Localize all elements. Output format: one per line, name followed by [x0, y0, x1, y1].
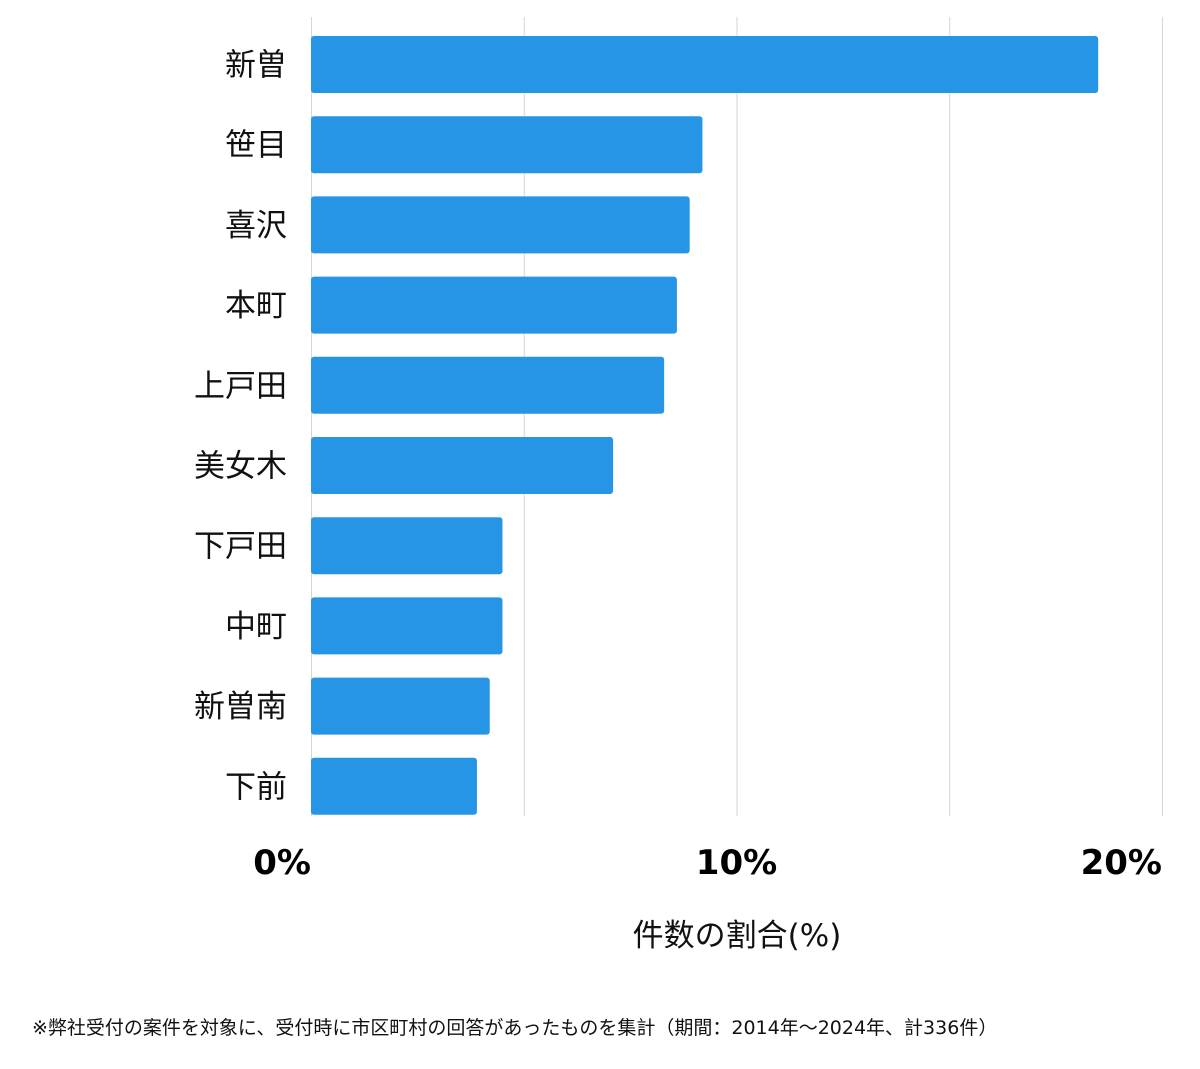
bar [311, 196, 690, 254]
bar [311, 597, 503, 655]
category-label: 上戸田 [194, 368, 287, 404]
bar [311, 517, 503, 575]
bar [311, 116, 703, 174]
bar [311, 36, 1099, 93]
footnote: ※弊社受付の案件を対象に、受付時に市区町村の回答があったものを集計（期間：201… [32, 1017, 998, 1039]
category-label: 喜沢 [225, 208, 287, 244]
category-label: 中町 [225, 609, 287, 645]
bar [311, 356, 665, 414]
category-label: 本町 [225, 288, 287, 324]
bar [311, 757, 477, 815]
x-tick-labels: 0% 10% 20% [253, 843, 1162, 883]
x-axis-title: 件数の割合(%) [633, 918, 842, 954]
bars [311, 36, 1099, 815]
bar [311, 437, 614, 494]
bar [311, 677, 490, 735]
x-tick-label: 0% [253, 843, 311, 883]
category-label: 笹目 [225, 128, 287, 164]
category-label: 新曽 [225, 48, 287, 84]
x-tick-label: 10% [696, 843, 777, 883]
bar [311, 276, 677, 334]
category-label: 新曽南 [194, 689, 287, 725]
category-label: 美女木 [194, 449, 287, 485]
category-label: 下戸田 [194, 529, 287, 565]
x-tick-label: 20% [1081, 843, 1162, 883]
category-label: 下前 [225, 769, 287, 805]
